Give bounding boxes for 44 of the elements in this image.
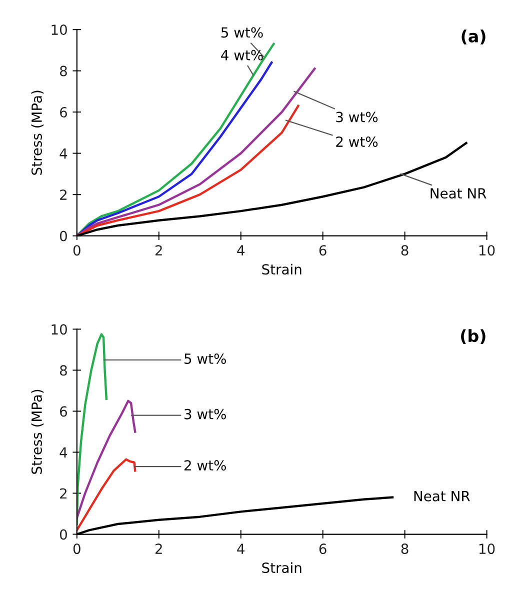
series-label: 5 wt%	[221, 27, 263, 38]
y-tick-label: 8	[60, 66, 67, 76]
text: 3 wt%	[336, 112, 378, 122]
y-tick-label: 6	[60, 406, 68, 417]
series-label: Neat NR	[430, 188, 486, 199]
line-series	[76, 333, 108, 526]
x-tick-label: 10	[479, 544, 495, 554]
x-tick-label: 6	[319, 544, 326, 554]
x-axis-title: Strain	[262, 562, 302, 574]
x-tick-label: 6	[319, 245, 326, 256]
y-axis-title: Stress (MPa)	[31, 390, 44, 474]
y-tick-label: 2	[60, 190, 66, 200]
x-tick-label: 0	[73, 245, 80, 256]
series-label: 4 wt%	[221, 50, 263, 60]
text: 2 wt%	[336, 136, 378, 148]
x-axis-title: Strain	[262, 264, 302, 275]
y-axis-title: Stress (MPa)	[31, 90, 44, 175]
line-series	[76, 400, 136, 519]
y-tick-label: 6	[60, 107, 68, 118]
y-tick-label: 0	[60, 230, 67, 242]
x-tick-label: 4	[237, 245, 244, 256]
series-label: Neat NR	[414, 491, 470, 502]
chart-title: (b)	[461, 329, 486, 344]
y-tick-label: 4	[60, 148, 68, 159]
y-tick-label: 10	[52, 324, 67, 335]
line-series	[76, 68, 316, 236]
line-series	[76, 104, 300, 236]
x-tick-label: 8	[401, 544, 408, 554]
y-tick-label: 8	[60, 365, 67, 376]
x-tick-label: 0	[73, 544, 80, 554]
text: 2 wt%	[184, 460, 226, 471]
x-tick-label: 4	[237, 544, 244, 554]
y-tick-label: 4	[60, 447, 68, 458]
text: 3 wt%	[184, 408, 226, 420]
x-tick-label: 8	[401, 245, 408, 256]
text: 5 wt%	[184, 353, 226, 364]
x-tick-label: 2	[155, 544, 162, 554]
line-series	[76, 458, 136, 532]
x-tick-label: 10	[479, 245, 495, 256]
y-tick-label: 10	[52, 24, 67, 36]
x-tick-label: 2	[155, 245, 162, 256]
y-tick-label: 2	[60, 488, 66, 499]
y-tick-label: 0	[60, 529, 67, 540]
chart-title: (a)	[462, 30, 486, 44]
